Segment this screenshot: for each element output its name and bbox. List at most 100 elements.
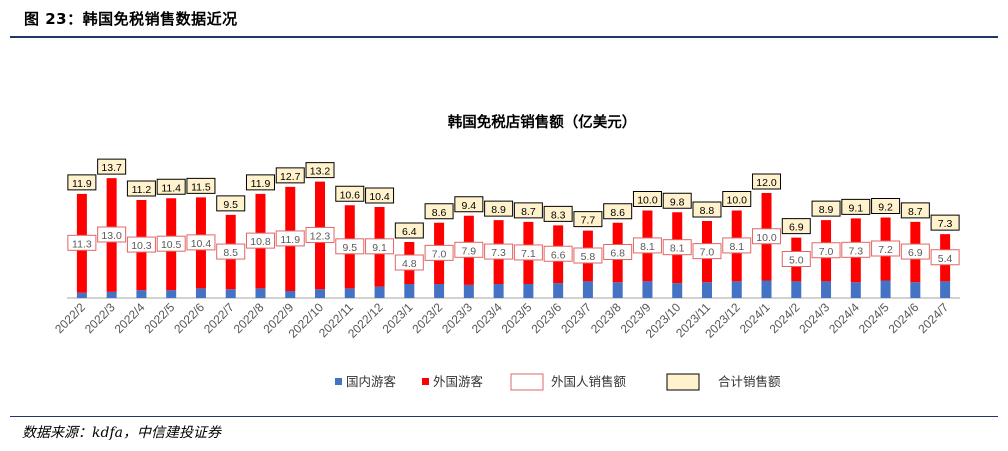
data-label-total-sales: 8.7: [521, 206, 536, 218]
label-box-total-sales: [603, 203, 633, 220]
legend-label-foreign: 外国游客: [433, 374, 484, 389]
data-label-total-sales: 10.0: [727, 195, 748, 207]
figure-title: 图 23：韩国免税销售数据近况: [24, 10, 238, 28]
data-label-total-sales: 9.4: [462, 200, 477, 212]
x-tick-label: 2024/2: [767, 300, 803, 336]
data-label-total-sales: 12.7: [280, 171, 301, 183]
bar-domestic: [553, 283, 564, 298]
bar-domestic: [731, 281, 742, 298]
label-box-foreign-sales: [930, 249, 960, 266]
label-box-total-sales: [543, 205, 573, 222]
x-tick-label: 2023/2: [409, 300, 445, 336]
label-box-foreign-sales: [245, 232, 275, 249]
data-label-total-sales: 11.4: [161, 182, 181, 194]
data-label-foreign-sales: 9.1: [372, 242, 387, 254]
bar-domestic: [493, 284, 504, 298]
x-tick-label: 2022/6: [171, 300, 207, 336]
x-tick-label: 2022/3: [82, 300, 118, 336]
plot-area: 11.3 11.9 2022/2 13.0 13.7 2022/3 10.3 11.2 2022…: [52, 158, 960, 341]
data-label-total-sales: 8.9: [491, 204, 506, 216]
bar-domestic: [255, 288, 266, 298]
label-box-total-sales: [216, 195, 246, 212]
data-label-foreign-sales: 7.0: [700, 247, 715, 259]
bar-domestic: [434, 284, 445, 298]
data-label-foreign-sales: 9.5: [342, 242, 357, 254]
data-label-total-sales: 6.4: [402, 226, 417, 238]
label-box-foreign-sales: [632, 237, 662, 254]
label-box-foreign-sales: [543, 245, 573, 262]
data-label-foreign-sales: 10.0: [756, 232, 777, 244]
x-tick-label: 2023/8: [588, 300, 624, 336]
data-label-total-sales: 8.6: [432, 207, 447, 219]
label-box-total-sales: [662, 192, 692, 209]
label-box-total-sales: [454, 196, 484, 213]
label-box-total-sales: [275, 167, 305, 184]
label-box-total-sales: [245, 174, 275, 191]
bar-domestic: [404, 284, 415, 298]
label-box-foreign-sales: [900, 243, 930, 260]
label-box-foreign-sales: [603, 244, 633, 260]
source-note: 数据来源：kdfa，中信建投证券: [22, 425, 221, 441]
label-box-total-sales: [752, 173, 782, 190]
bar-domestic: [463, 284, 474, 298]
data-label-total-sales: 13.7: [101, 162, 122, 174]
data-label-foreign-sales: 12.3: [310, 230, 331, 242]
data-label-total-sales: 11.5: [191, 181, 211, 193]
label-box-total-sales: [484, 200, 514, 217]
bar-domestic: [791, 281, 802, 298]
label-box-total-sales: [186, 177, 216, 194]
label-box-total-sales: [871, 198, 901, 214]
data-label-total-sales: 9.1: [849, 202, 864, 214]
label-box-total-sales: [97, 158, 127, 175]
label-box-foreign-sales: [871, 240, 901, 257]
label-box-total-sales: [632, 191, 662, 207]
bar-domestic: [642, 281, 653, 298]
label-box-foreign-sales: [662, 239, 692, 256]
bar-domestic: [821, 281, 832, 298]
data-label-foreign-sales: 10.8: [250, 236, 271, 248]
data-label-foreign-sales: 10.3: [131, 240, 152, 252]
label-box-total-sales: [394, 222, 424, 239]
data-label-total-sales: 9.8: [670, 196, 685, 208]
label-box-foreign-sales: [722, 237, 752, 254]
bar-domestic: [523, 284, 534, 298]
data-label-foreign-sales: 6.8: [610, 248, 625, 260]
x-tick-label: 2024/3: [796, 300, 832, 336]
data-label-foreign-sales: 7.0: [432, 248, 447, 260]
bar-domestic: [285, 291, 296, 298]
data-label-total-sales: 11.9: [251, 178, 271, 190]
bar-domestic: [225, 289, 236, 298]
bar-domestic: [880, 280, 891, 298]
data-label-total-sales: 10.0: [637, 195, 658, 207]
bar-domestic: [910, 282, 921, 298]
label-box-total-sales: [156, 178, 186, 195]
x-tick-label: 2024/6: [886, 300, 922, 336]
data-label-foreign-sales: 8.1: [729, 241, 744, 253]
data-label-foreign-sales: 6.9: [908, 247, 923, 259]
x-tick-label: 2023/4: [469, 300, 505, 336]
data-label-total-sales: 13.2: [310, 166, 331, 178]
bar-domestic: [344, 288, 355, 298]
bar-domestic: [850, 282, 861, 298]
data-label-foreign-sales: 7.9: [462, 245, 477, 257]
legend-swatch-total-sales: [666, 373, 700, 391]
data-label-total-sales: 12.0: [756, 177, 777, 189]
chart-title: 韩国免税店销售额（亿美元）: [448, 113, 637, 131]
label-box-foreign-sales: [781, 251, 811, 267]
x-tick-label: 2023/3: [439, 300, 475, 336]
data-label-total-sales: 11.2: [132, 184, 152, 196]
data-label-total-sales: 9.5: [223, 199, 238, 211]
data-label-foreign-sales: 13.0: [101, 230, 122, 242]
data-label-total-sales: 6.9: [789, 222, 804, 234]
label-box-foreign-sales: [156, 235, 186, 252]
label-box-total-sales: [67, 174, 97, 191]
legend-label-foreign-sales: 外国人销售额: [551, 374, 627, 389]
data-label-foreign-sales: 8.1: [670, 243, 685, 255]
label-box-foreign-sales: [216, 243, 246, 260]
bar-domestic: [166, 290, 177, 298]
data-label-total-sales: 8.7: [908, 206, 923, 218]
bar-domestic: [761, 280, 772, 298]
label-box-foreign-sales: [513, 244, 543, 261]
bar-domestic: [701, 282, 712, 298]
label-box-total-sales: [126, 180, 156, 197]
